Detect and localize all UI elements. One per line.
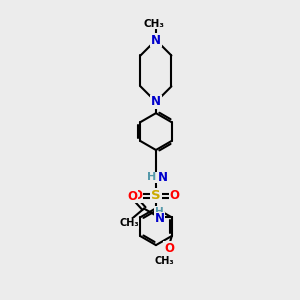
Text: H: H <box>147 172 156 182</box>
Text: CH₃: CH₃ <box>155 256 174 266</box>
Text: S: S <box>151 189 161 202</box>
Text: N: N <box>154 212 164 226</box>
Text: N: N <box>151 95 161 108</box>
Text: O: O <box>128 190 138 202</box>
Text: CH₃: CH₃ <box>119 218 139 228</box>
Text: CH₃: CH₃ <box>144 19 165 29</box>
Text: H: H <box>155 207 164 217</box>
Text: O: O <box>133 189 142 202</box>
Text: N: N <box>158 171 167 184</box>
Text: O: O <box>164 242 174 255</box>
Text: O: O <box>169 189 179 202</box>
Text: N: N <box>151 34 161 46</box>
